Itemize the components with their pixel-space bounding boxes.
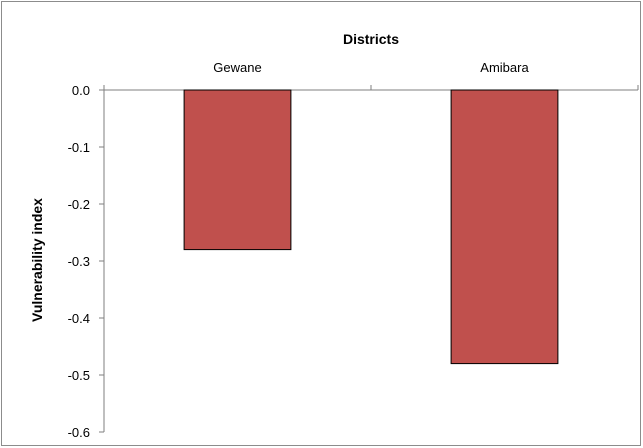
y-tick-label: 0.0	[72, 83, 90, 98]
y-axis-title: Vulnerability index	[29, 198, 45, 322]
category-label-gewane: Gewane	[213, 60, 261, 75]
y-tick-label: -0.6	[68, 425, 90, 440]
y-tick-label: -0.2	[68, 197, 90, 212]
bar-amibara	[450, 89, 559, 365]
y-tick-label: -0.4	[68, 311, 90, 326]
category-label-amibara: Amibara	[480, 60, 529, 75]
y-tick-label: -0.1	[68, 140, 90, 155]
bar-gewane	[183, 89, 292, 251]
y-tick-label: -0.5	[68, 368, 90, 383]
bars	[183, 89, 559, 365]
category-labels: Gewane Amibara	[213, 60, 529, 75]
y-ticks: 0.0 -0.1 -0.2 -0.3 -0.4 -0.5 -0.6	[68, 83, 104, 440]
y-tick-label: -0.3	[68, 254, 90, 269]
x-axis-title: Districts	[343, 31, 399, 47]
